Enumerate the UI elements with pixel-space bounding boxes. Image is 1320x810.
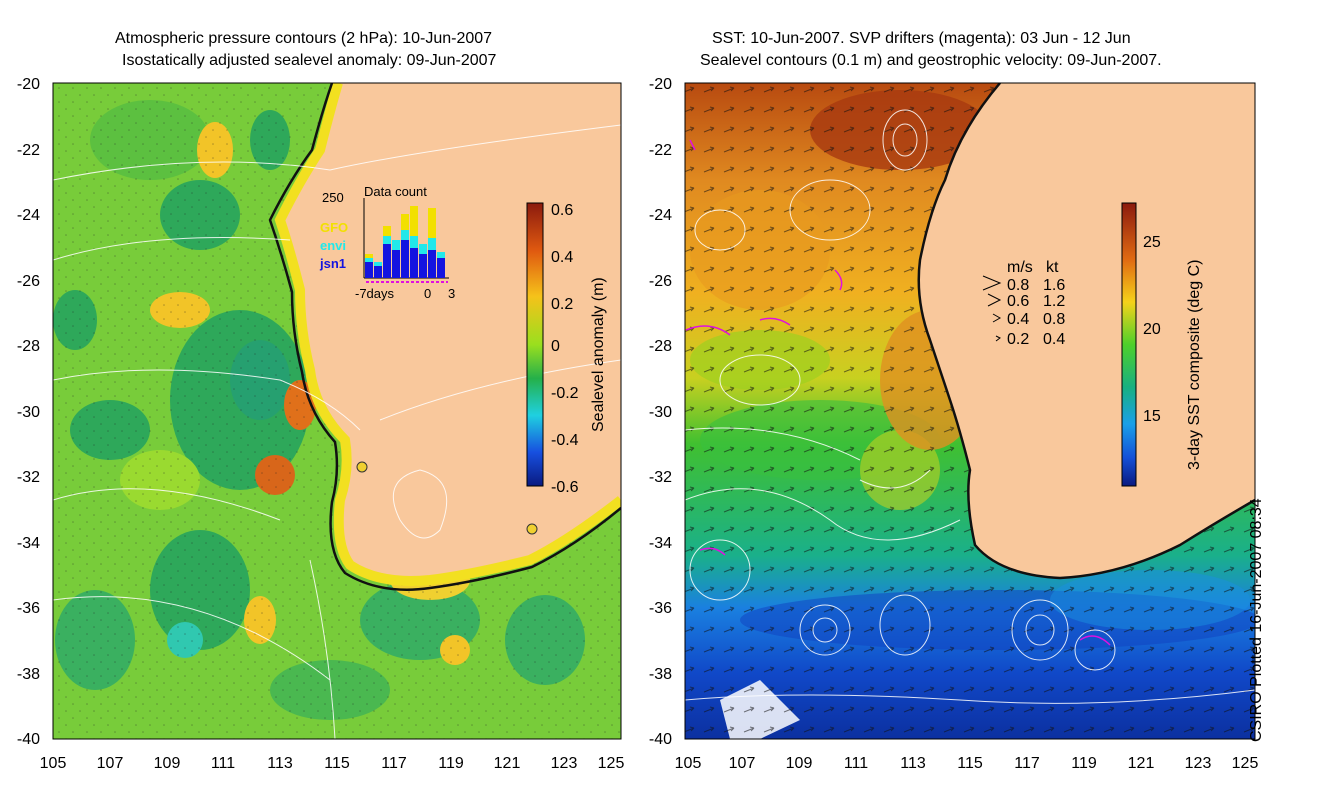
left-y-label: -30 <box>17 404 40 421</box>
velocity-ms-0.6: 0.6 <box>1007 293 1029 310</box>
left-x-label: 115 <box>324 755 350 772</box>
data-count-inset: Data count 250 GFO envi jsn1 -7days 0 3 <box>319 184 455 301</box>
left-x-label: 117 <box>381 755 407 772</box>
sla-tick-0.2: 0.2 <box>551 296 573 313</box>
velocity-arrow-0.6 <box>987 293 1002 307</box>
velocity-kt-1.2: 1.2 <box>1043 293 1065 310</box>
right-x-label: 115 <box>957 755 983 772</box>
left-title-line2: Isostatically adjusted sealevel anomaly:… <box>122 52 497 69</box>
left-y-label: -24 <box>17 207 40 224</box>
velocity-arrow-0.8 <box>982 275 1002 291</box>
inset-x-label-end: 3 <box>448 286 455 301</box>
right-y-label: -22 <box>649 142 672 159</box>
left-y-label: -40 <box>17 731 40 748</box>
velocity-ms-0.2: 0.2 <box>1007 331 1029 348</box>
sst-tick-15: 15 <box>1143 408 1161 425</box>
velocity-legend-ms-header: m/s <box>1007 259 1033 276</box>
sst-tick-20: 20 <box>1143 321 1161 338</box>
right-x-label: 113 <box>900 755 926 772</box>
right-x-label: 125 <box>1232 755 1259 772</box>
left-y-label: -36 <box>17 600 40 617</box>
inset-x-label-zero: 0 <box>424 286 431 301</box>
right-y-label: -26 <box>649 273 672 290</box>
right-y-label: -24 <box>649 207 672 224</box>
velocity-arrow-0.2 <box>995 335 1001 342</box>
right-y-label: -34 <box>649 535 672 552</box>
sla-colorbar-label: Sealevel anomaly (m) <box>590 277 607 432</box>
left-map <box>53 83 621 739</box>
left-title-line1: Atmospheric pressure contours (2 hPa): 1… <box>115 30 493 47</box>
left-y-label: -34 <box>17 535 40 552</box>
left-y-label: -32 <box>17 469 40 486</box>
velocity-legend-kt-header: kt <box>1046 259 1059 276</box>
right-x-axis: 105 107 109 111 113 115 117 119 121 123 … <box>675 755 1259 772</box>
left-x-label: 107 <box>97 755 124 772</box>
left-y-label: -26 <box>17 273 40 290</box>
right-map <box>685 83 1255 739</box>
right-x-label: 121 <box>1128 755 1155 772</box>
sst-tick-25: 25 <box>1143 234 1161 251</box>
velocity-kt-0.4: 0.4 <box>1043 331 1065 348</box>
left-y-label: -38 <box>17 666 40 683</box>
right-x-label: 119 <box>1071 755 1097 772</box>
left-x-label: 111 <box>211 755 235 772</box>
sla-tick-0.4: 0.4 <box>551 249 573 266</box>
inset-title: Data count <box>364 184 427 199</box>
right-x-label: 107 <box>729 755 756 772</box>
inset-legend-jsn1: jsn1 <box>319 256 346 271</box>
right-title-line2: Sealevel contours (0.1 m) and geostrophi… <box>700 52 1162 69</box>
sst-colorbar: 25 20 15 3-day SST composite (deg C) <box>1121 202 1203 487</box>
left-x-label: 123 <box>551 755 578 772</box>
right-y-label: -38 <box>649 666 672 683</box>
right-y-label: -32 <box>649 469 672 486</box>
right-y-label: -36 <box>649 600 672 617</box>
credit-text: CSIRO Plotted 16-Jun-2007 08:34 <box>1248 498 1265 742</box>
velocity-ms-0.4: 0.4 <box>1007 311 1029 328</box>
right-y-label: -28 <box>649 338 672 355</box>
velocity-arrow-0.4 <box>992 313 1002 323</box>
left-x-label: 125 <box>598 755 625 772</box>
velocity-kt-1.6: 1.6 <box>1043 277 1065 294</box>
sst-colorbar-label: 3-day SST composite (deg C) <box>1186 260 1203 470</box>
sla-tick-0.6: 0.6 <box>551 202 573 219</box>
left-y-label: -28 <box>17 338 40 355</box>
inset-legend-envi: envi <box>320 238 346 253</box>
sla-tick-neg0.4: -0.4 <box>551 432 579 449</box>
right-x-label: 111 <box>844 755 868 772</box>
right-y-label: -40 <box>649 731 672 748</box>
velocity-legend: m/s kt 0.8 1.6 0.6 1.2 0.4 0.8 0.2 0.4 <box>982 259 1065 348</box>
sla-tick-neg0.2: -0.2 <box>551 385 579 402</box>
left-x-label: 119 <box>438 755 464 772</box>
right-x-label: 109 <box>786 755 813 772</box>
left-y-label: -20 <box>17 76 40 93</box>
right-title-line1: SST: 10-Jun-2007. SVP drifters (magenta)… <box>712 30 1131 47</box>
right-y-axis: -20 -22 -24 -26 -28 -30 -32 -34 -36 -38 … <box>649 76 672 748</box>
right-y-label: -20 <box>649 76 672 93</box>
inset-bars <box>365 206 448 283</box>
velocity-kt-0.8: 0.8 <box>1043 311 1065 328</box>
right-x-label: 123 <box>1185 755 1212 772</box>
sla-tick-neg0.6: -0.6 <box>551 479 579 496</box>
inset-x-label-start: -7days <box>355 286 395 301</box>
right-x-label: 105 <box>675 755 702 772</box>
sla-colorbar: 0.6 0.4 0.2 0 -0.2 -0.4 -0.6 Sealevel an… <box>526 202 607 496</box>
right-x-label: 117 <box>1014 755 1040 772</box>
left-y-axis: -20 -22 -24 -26 -28 -30 -32 -34 -36 -38 … <box>17 76 40 748</box>
left-y-label: -22 <box>17 142 40 159</box>
velocity-ms-0.8: 0.8 <box>1007 277 1029 294</box>
inset-legend-gfo: GFO <box>320 220 348 235</box>
left-x-label: 105 <box>40 755 67 772</box>
left-x-label: 121 <box>494 755 521 772</box>
sla-tick-0: 0 <box>551 338 560 355</box>
right-y-label: -30 <box>649 404 672 421</box>
left-x-label: 109 <box>154 755 181 772</box>
inset-ymax-label: 250 <box>322 190 344 205</box>
left-x-axis: 105 107 109 111 113 115 117 119 121 123 … <box>40 755 625 772</box>
left-x-label: 113 <box>267 755 293 772</box>
